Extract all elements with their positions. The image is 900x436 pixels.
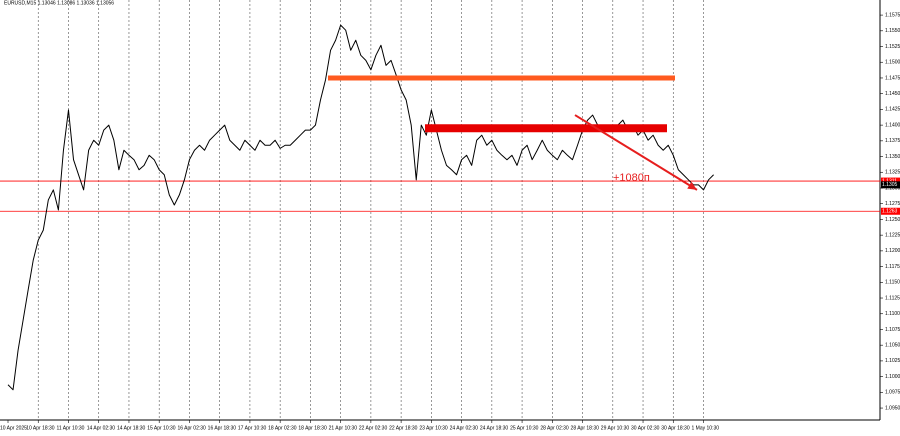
- y-tick-label: 1.1525: [885, 44, 900, 50]
- last-price-label: 1.1305: [882, 182, 898, 188]
- y-tick-label: 1.1075: [885, 327, 900, 333]
- x-tick-label: 11 Apr 10:30: [56, 425, 84, 431]
- y-tick-label: 1.1325: [885, 170, 900, 176]
- x-tick-label: 21 Apr 10:30: [329, 425, 358, 431]
- price-line: [7, 24, 714, 391]
- y-tick-label: 1.1275: [885, 201, 900, 207]
- y-tick-label: 1.1350: [885, 154, 900, 160]
- y-tick-label: 1.0975: [885, 390, 900, 396]
- y-tick-label: 1.1500: [885, 60, 900, 66]
- x-tick-label: 24 Apr 18:30: [480, 425, 509, 431]
- arrow-label: +1080п: [613, 172, 650, 184]
- x-tick-label: 22 Apr 02:30: [359, 425, 388, 431]
- x-tick-label: 29 Apr 10:30: [601, 425, 630, 431]
- x-tick-label: 10 Apr 18:30: [26, 425, 55, 431]
- x-tick-label: 22 Apr 18:30: [389, 425, 418, 431]
- y-tick-label: 1.1250: [885, 217, 900, 223]
- y-tick-label: 1.1375: [885, 138, 900, 144]
- y-tick-label: 1.1025: [885, 358, 900, 364]
- x-tick-label: 18 Apr 18:30: [298, 425, 327, 431]
- y-tick-label: 1.1125: [885, 295, 900, 301]
- x-tick-label: 25 Apr 10:30: [510, 425, 539, 431]
- arrow-head: [687, 181, 697, 190]
- x-tick-label: 14 Apr 02:30: [87, 425, 116, 431]
- x-tick-label: 16 Apr 02:30: [177, 425, 206, 431]
- y-tick-label: 1.1575: [885, 12, 900, 18]
- x-tick-label: 24 Apr 02:30: [450, 425, 479, 431]
- x-tick-label: 14 Apr 18:30: [117, 425, 146, 431]
- y-tick-label: 1.1000: [885, 374, 900, 380]
- y-tick-label: 1.1225: [885, 232, 900, 238]
- last-price-tag: [881, 181, 900, 189]
- y-tick-label: 1.1400: [885, 122, 900, 128]
- y-tick-label: 1.1200: [885, 248, 900, 254]
- y-tick-label: 1.1175: [885, 264, 900, 270]
- y-tick-label: 1.1100: [885, 311, 900, 317]
- x-tick-label: 23 Apr 10:30: [419, 425, 448, 431]
- chart-title: EURUSD,M15 1.13046 1.13086 1.13036 1.130…: [4, 0, 114, 6]
- y-tick-label: 1.0950: [885, 405, 900, 411]
- price-tag: [881, 177, 900, 185]
- arrow-line: [574, 114, 698, 191]
- price-tag: [881, 207, 900, 215]
- x-tick-label: 1 May 10:30: [692, 425, 720, 431]
- x-tick-label: 30 Apr 02:30: [631, 425, 660, 431]
- x-tick-label: 28 Apr 18:30: [571, 425, 600, 431]
- x-tick-label: 28 Apr 02:30: [540, 425, 569, 431]
- x-tick-label: 30 Apr 18:30: [661, 425, 690, 431]
- y-tick-label: 1.1050: [885, 343, 900, 349]
- price-tag-label: 1.1263: [882, 209, 898, 215]
- y-tick-label: 1.1425: [885, 107, 900, 113]
- x-tick-label: 17 Apr 10:30: [238, 425, 267, 431]
- y-tick-label: 1.1550: [885, 28, 900, 34]
- x-tick-label: 16 Apr 18:30: [208, 425, 237, 431]
- x-tick-label: 18 Apr 02:30: [268, 425, 297, 431]
- x-tick-label: 15 Apr 10:30: [147, 425, 176, 431]
- x-tick-label: 10 Apr 2025: [0, 425, 27, 431]
- y-tick-label: 1.1450: [885, 91, 900, 97]
- y-tick-label: 1.1475: [885, 75, 900, 81]
- y-tick-label: 1.1150: [885, 280, 900, 286]
